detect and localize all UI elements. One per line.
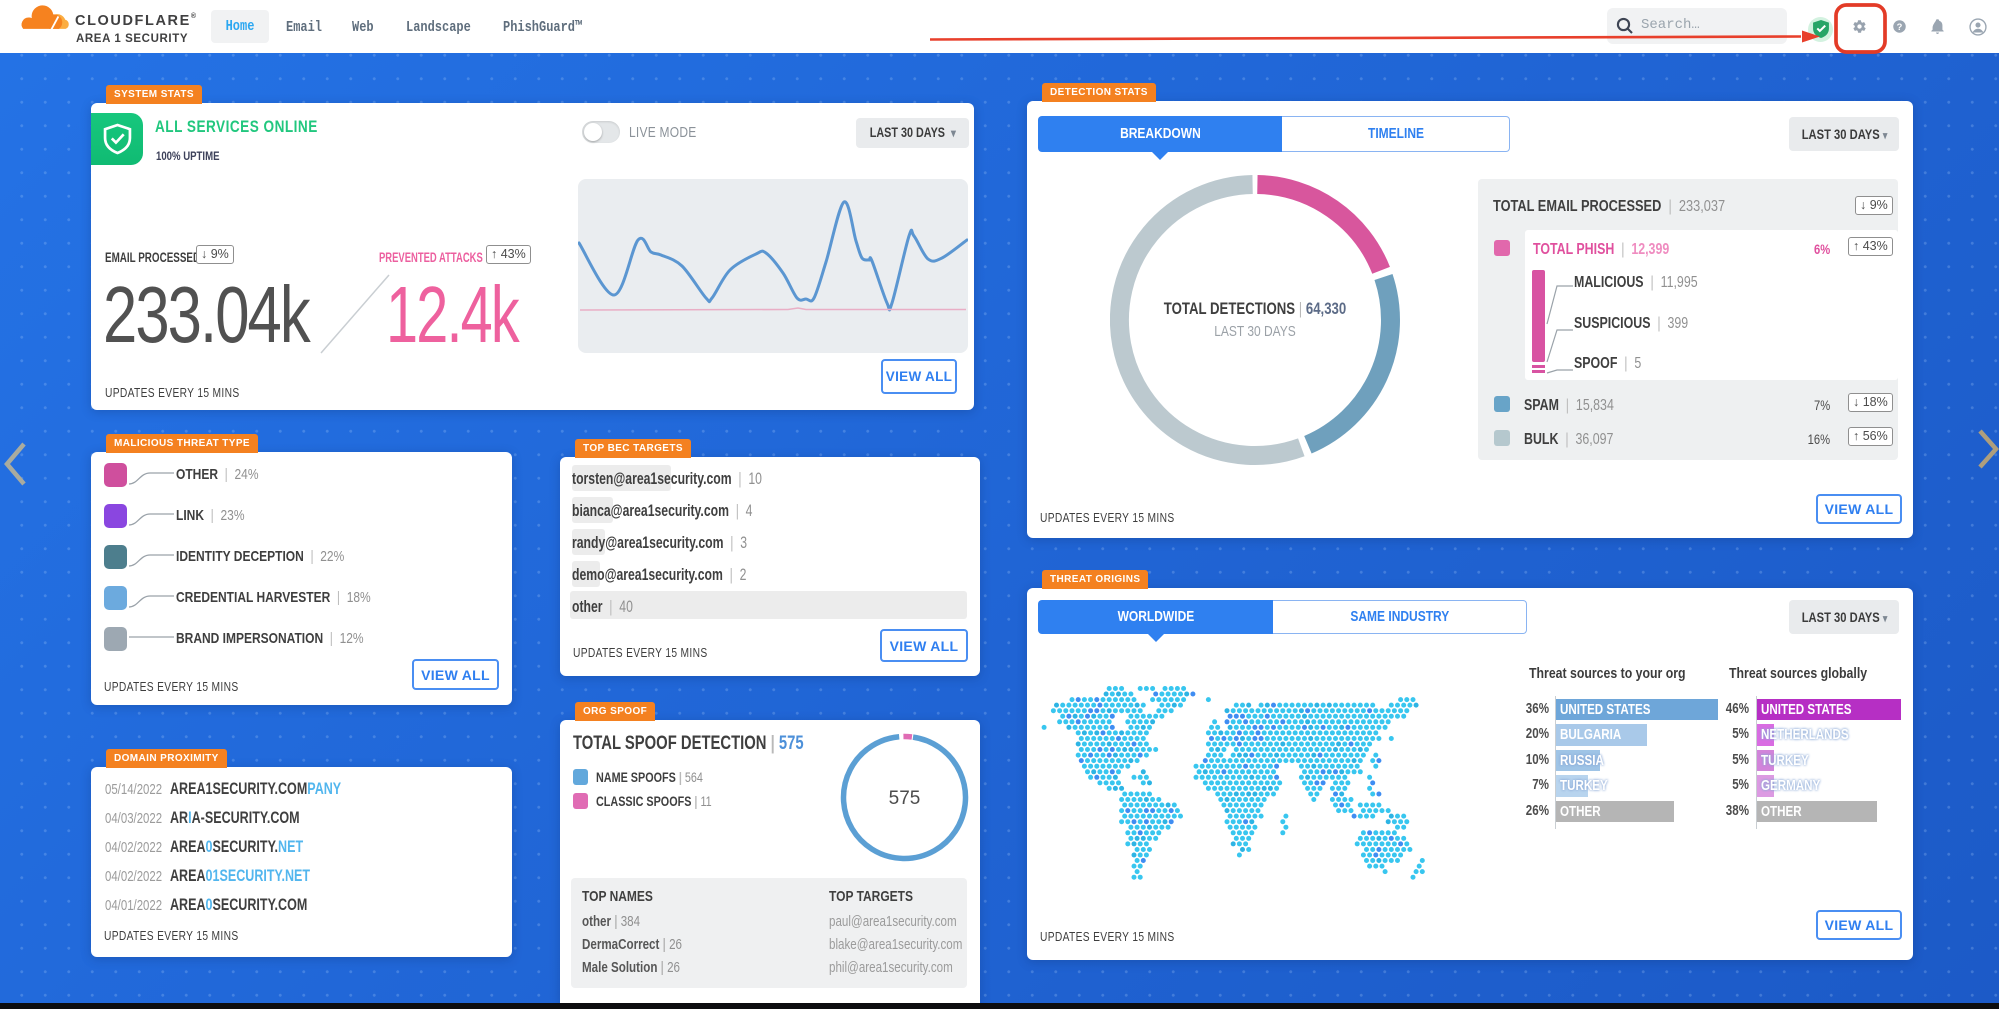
svg-text:?: ? [1897,22,1903,32]
svg-text:575: 575 [889,788,921,809]
